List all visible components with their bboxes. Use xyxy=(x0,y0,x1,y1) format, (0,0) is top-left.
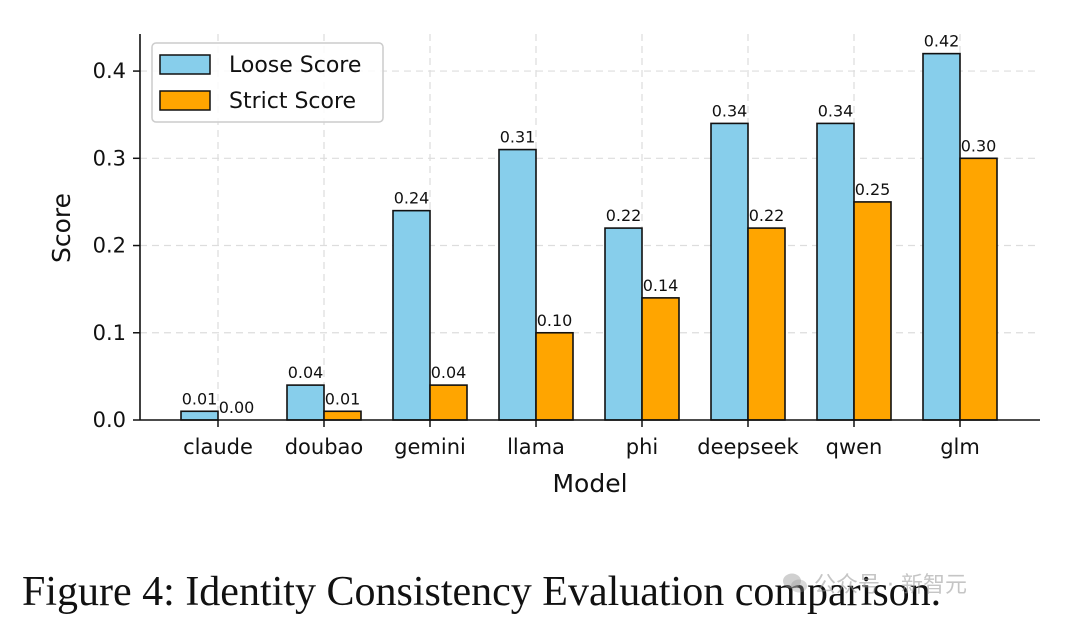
x-tick-label-glm: glm xyxy=(940,435,980,459)
strict-score-label-doubao: 0.01 xyxy=(325,389,361,408)
strict-score-bar-doubao xyxy=(323,410,362,421)
strict-score-bar-deepseek xyxy=(747,227,786,421)
loose-score-bar-claude xyxy=(180,410,219,421)
legend-swatch-loose xyxy=(159,54,211,75)
loose-score-label-llama: 0.31 xyxy=(500,128,536,147)
bar-chart: 0.010.040.240.310.220.34 0.340.420.00 0.01… xyxy=(47,32,1040,498)
strict-score-bar-gemini xyxy=(429,384,468,421)
y-axis-title: Score xyxy=(47,193,76,263)
legend-label-loose: Loose Score xyxy=(229,53,361,78)
x-tick-label-phi: phi xyxy=(626,435,658,459)
strict-score-label-claude: 0.00 xyxy=(219,398,255,417)
y-tick-label: 0.1 xyxy=(93,321,126,345)
loose-score-label-gemini: 0.24 xyxy=(394,189,430,208)
y-tick-label: 0.0 xyxy=(93,408,126,432)
strict-score-bar-phi xyxy=(641,297,680,421)
x-tick-label-gemini: gemini xyxy=(394,435,466,459)
strict-score-bar-glm xyxy=(959,157,998,421)
loose-score-label-glm: 0.42 xyxy=(924,32,960,51)
loose-score-bar-qwen xyxy=(816,122,855,421)
strict-score-bar-qwen xyxy=(853,201,892,421)
x-tick-label-claude: claude xyxy=(183,435,253,459)
strict-score-label-llama: 0.10 xyxy=(537,311,573,330)
axes: 0.0 0.1 0.2 0.3 0.4 claude doubao gemini llama ph… xyxy=(93,34,1040,459)
y-tick-label: 0.3 xyxy=(93,146,126,170)
loose-score-label-phi: 0.22 xyxy=(606,206,642,225)
loose-score-bar-deepseek xyxy=(710,122,749,421)
loose-score-bar-phi xyxy=(604,227,643,421)
strict-score-bar-llama xyxy=(535,331,574,421)
loose-score-bar-llama xyxy=(498,148,537,421)
y-tick-label: 0.4 xyxy=(93,59,126,83)
strict-score-label-glm: 0.30 xyxy=(961,136,997,155)
loose-score-bar-gemini xyxy=(392,209,431,421)
x-axis-title: Model xyxy=(552,469,627,498)
x-tick-label-qwen: qwen xyxy=(826,435,883,459)
strict-score-label-deepseek: 0.22 xyxy=(749,206,785,225)
y-tick-label: 0.2 xyxy=(93,234,126,258)
x-tick-label-deepseek: deepseek xyxy=(697,435,799,459)
legend-swatch-strict xyxy=(159,90,211,111)
loose-score-bar-doubao xyxy=(286,384,325,421)
bars xyxy=(180,52,998,421)
strict-score-label-phi: 0.14 xyxy=(643,276,679,295)
legend-label-strict: Strict Score xyxy=(229,89,356,114)
loose-score-label-deepseek: 0.34 xyxy=(712,101,748,120)
loose-score-label-doubao: 0.04 xyxy=(288,363,324,382)
x-tick-label-llama: llama xyxy=(507,435,565,459)
loose-score-label-qwen: 0.34 xyxy=(818,101,854,120)
loose-score-label-claude: 0.01 xyxy=(182,389,218,408)
data-labels: 0.010.040.240.310.220.34 0.340.420.00 0.01… xyxy=(182,32,997,417)
strict-score-label-gemini: 0.04 xyxy=(431,363,467,382)
watermark-text: 公众号 · 新智元 xyxy=(814,573,967,598)
figure-caption: Figure 4: Identity Consistency Evaluatio… xyxy=(22,569,942,615)
watermark: 公众号 · 新智元 xyxy=(782,567,967,599)
legend: Loose Score Strict Score xyxy=(151,42,384,123)
wechat-icon xyxy=(783,573,807,593)
loose-score-bar-glm xyxy=(922,52,961,421)
strict-score-label-qwen: 0.25 xyxy=(855,180,891,199)
x-tick-label-doubao: doubao xyxy=(285,435,364,459)
